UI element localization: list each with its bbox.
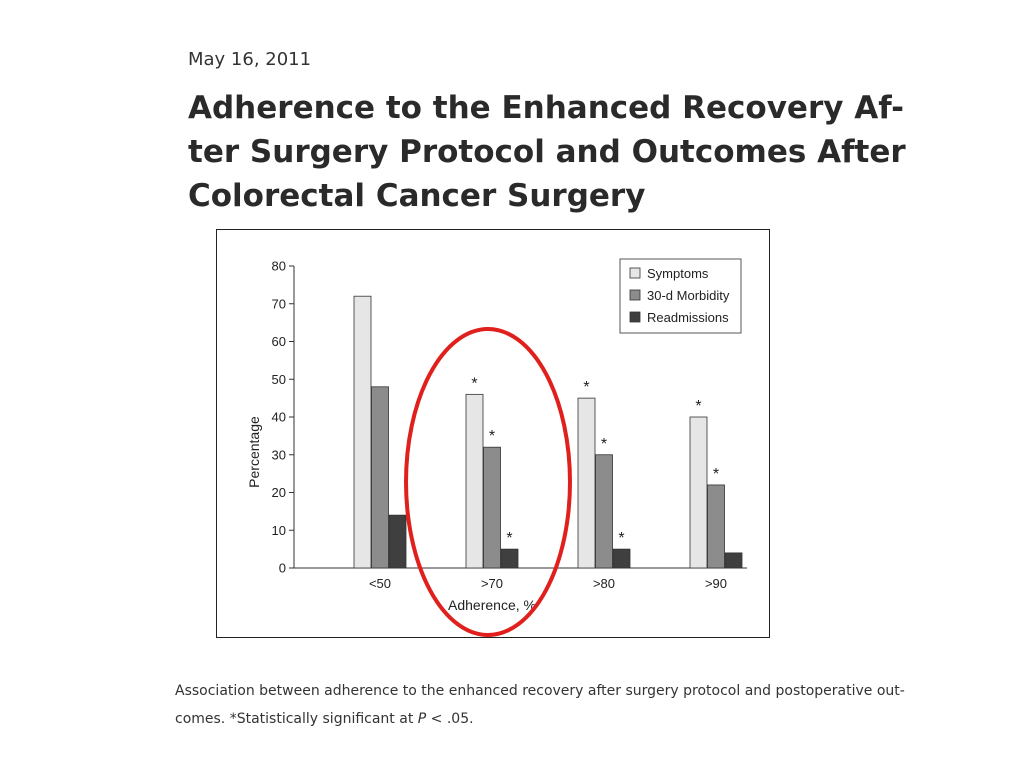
publication-date: May 16, 2011 <box>188 49 312 70</box>
title-line-1: Adherence to the Enhanced Recovery Af- <box>188 90 905 126</box>
bar-30-d-morbidity-3 <box>707 484 725 569</box>
x-tick-label: >80 <box>593 576 615 591</box>
y-tick-label: 0 <box>279 561 286 576</box>
caption-line-2-suffix: < .05. <box>426 711 474 727</box>
bar-symptoms-3 <box>689 416 708 569</box>
legend-swatch <box>629 311 641 323</box>
y-tick-label: 60 <box>272 334 286 349</box>
bar-30-d-morbidity-1 <box>483 446 501 569</box>
y-tick-label: 30 <box>272 447 286 462</box>
x-axis-title: Adherence, % <box>448 597 536 613</box>
y-tick-label: 20 <box>272 485 286 500</box>
highlight-ellipse <box>404 327 572 637</box>
significance-marker: * <box>713 466 719 483</box>
title-line-3: Colorectal Cancer Surgery <box>188 178 646 214</box>
caption-p-symbol: P <box>417 711 427 727</box>
significance-marker: * <box>489 428 495 445</box>
significance-marker: * <box>601 436 607 453</box>
y-tick-label: 80 <box>272 259 286 274</box>
legend-swatch <box>629 267 641 279</box>
article-title: Adherence to the Enhanced Recovery Af- t… <box>188 86 906 218</box>
significance-marker: * <box>618 530 624 547</box>
x-tick-label: >90 <box>705 576 727 591</box>
bar-chart: 0 10 20 30 40 50 60 70 80 Percentage <50 * * * >70 * * * >… <box>246 258 747 637</box>
caption-line-2: comes. *Statistically significant at P <… <box>175 705 875 733</box>
bar-symptoms-0 <box>353 295 372 569</box>
y-axis-title: Percentage <box>246 416 262 488</box>
bar-readmissions-0 <box>388 514 407 569</box>
significance-marker: * <box>471 375 477 392</box>
bar-readmissions-3 <box>724 552 743 569</box>
legend-label: Symptoms <box>647 266 709 281</box>
significance-marker: * <box>506 530 512 547</box>
bar-readmissions-2 <box>612 548 631 569</box>
caption-line-1: Association between adherence to the enh… <box>175 683 905 699</box>
figure-caption: Association between adherence to the enh… <box>175 677 905 733</box>
bar-symptoms-2 <box>577 397 596 569</box>
figure-frame: 0 10 20 30 40 50 60 70 80 Percentage <50 * * * >70 * * * >… <box>216 229 770 638</box>
y-tick-label: 10 <box>272 523 286 538</box>
y-tick-label: 70 <box>272 296 286 311</box>
bar-30-d-morbidity-2 <box>595 454 613 569</box>
title-line-2: ter Surgery Protocol and Outcomes After <box>188 134 906 170</box>
significance-marker: * <box>695 398 701 415</box>
legend-label: 30-d Morbidity <box>647 288 730 303</box>
x-tick-label: >70 <box>481 576 503 591</box>
legend-label: Readmissions <box>647 310 729 325</box>
significance-marker: * <box>583 379 589 396</box>
bar-30-d-morbidity-0 <box>371 386 389 569</box>
y-tick-label: 50 <box>272 372 286 387</box>
legend-swatch <box>629 289 641 301</box>
bar-symptoms-1 <box>465 393 484 569</box>
bar-readmissions-1 <box>500 548 519 569</box>
x-tick-label: <50 <box>369 576 391 591</box>
y-tick-label: 40 <box>272 410 286 425</box>
caption-line-2-prefix: comes. *Statistically significant at <box>175 711 418 727</box>
